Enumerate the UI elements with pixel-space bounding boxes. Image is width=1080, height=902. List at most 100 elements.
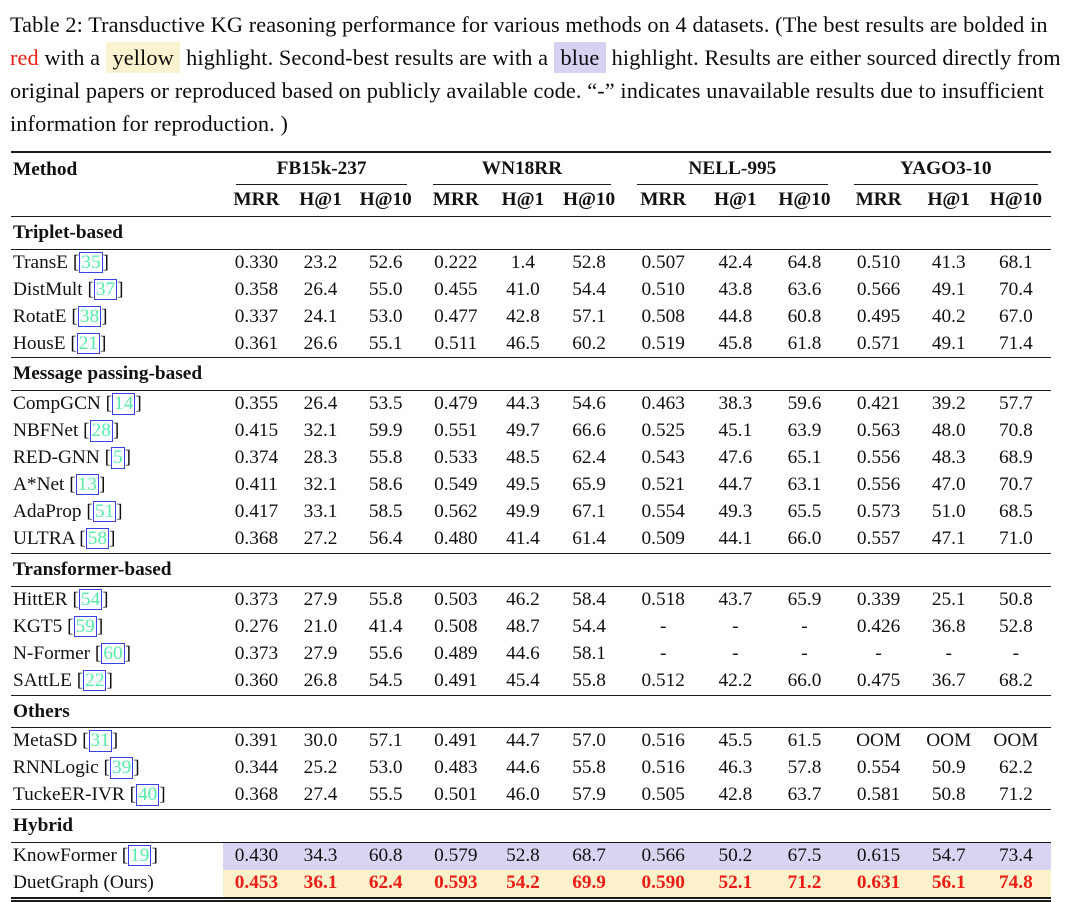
- value-cell: 26.4: [303, 278, 338, 300]
- citation-number[interactable]: 35: [79, 251, 103, 274]
- value-cell: 70.4: [999, 278, 1033, 300]
- value-cell: 0.501: [434, 784, 478, 806]
- value-cell: 71.2: [768, 870, 841, 900]
- citation-link[interactable]: [22]: [72, 669, 113, 691]
- citation-link[interactable]: [19]: [117, 845, 158, 867]
- value-cell: 0.505: [641, 784, 685, 806]
- value-cell: 69.9: [554, 870, 625, 900]
- value-cell: 0.426: [856, 615, 901, 637]
- citation-number[interactable]: 13: [75, 474, 99, 496]
- method-name: RNNLogic: [13, 757, 99, 779]
- value-cell: 0.579: [419, 842, 492, 871]
- citation-link[interactable]: [54]: [68, 588, 109, 611]
- citation-link[interactable]: [38]: [67, 305, 108, 327]
- value-cell: 0.373: [234, 642, 279, 664]
- value-cell: 58.4: [572, 588, 606, 610]
- citation-number[interactable]: 14: [112, 393, 136, 415]
- value-cell: 57.8: [787, 757, 822, 779]
- method-cell: DistMult [37]: [11, 277, 223, 304]
- value-cell: 67.1: [572, 501, 606, 523]
- citation-link[interactable]: [5]: [100, 447, 131, 469]
- citation-link[interactable]: [13]: [64, 474, 105, 496]
- value-cell: 0.360: [234, 669, 279, 691]
- citation-link[interactable]: [40]: [125, 784, 166, 806]
- value-cell: 62.4: [572, 447, 606, 469]
- citation-bracket: ]: [100, 332, 107, 354]
- citation-link[interactable]: [28]: [78, 420, 119, 442]
- section-title: Transformer-based: [11, 552, 1051, 587]
- method-name: ULTRA: [13, 527, 75, 549]
- value-cell: 0.551: [434, 420, 478, 442]
- citation-link[interactable]: [60]: [90, 642, 131, 664]
- citation-number[interactable]: 37: [93, 278, 118, 300]
- value-cell: 62.4: [351, 870, 420, 900]
- value-cell: 0.479: [434, 393, 478, 415]
- value-cell: 1.4: [510, 251, 535, 273]
- value-cell: 50.8: [931, 784, 966, 806]
- value-cell: 52.8: [572, 251, 606, 273]
- metric-header-h10: H@10: [562, 188, 616, 210]
- citation-number[interactable]: 51: [92, 501, 117, 523]
- value-cell: 34.3: [289, 842, 352, 871]
- method-name: NBFNet: [13, 420, 79, 442]
- citation-link[interactable]: [14]: [101, 393, 142, 415]
- value-cell: 56.4: [368, 527, 403, 549]
- value-cell: 0.411: [235, 474, 278, 496]
- citation-bracket: [: [64, 474, 76, 496]
- citation-link[interactable]: [51]: [82, 501, 123, 523]
- citation-link[interactable]: [58]: [74, 527, 115, 550]
- value-cell: 0.573: [856, 501, 901, 523]
- citation-number[interactable]: 22: [83, 669, 107, 691]
- value-cell: 46.2: [506, 588, 540, 610]
- method-name: MetaSD: [13, 730, 78, 752]
- citation-number[interactable]: 59: [73, 615, 97, 638]
- metric-header-h1: H@1: [714, 188, 757, 210]
- value-cell: 0.373: [234, 588, 279, 610]
- citation-bracket: [: [98, 757, 110, 779]
- value-cell: 65.9: [572, 474, 606, 496]
- citation-number[interactable]: 40: [136, 784, 160, 806]
- value-cell: 63.7: [787, 784, 822, 806]
- citation-link[interactable]: [37]: [82, 278, 124, 300]
- dataset-group-label: FB15k-237: [236, 157, 407, 185]
- value-cell: 27.2: [303, 527, 338, 549]
- value-cell: 59.9: [368, 420, 403, 442]
- dataset-group-label: WN18RR: [432, 157, 612, 185]
- value-cell: 55.6: [368, 642, 403, 664]
- value-cell: -: [660, 642, 667, 664]
- value-cell: 44.8: [718, 305, 753, 327]
- citation-number[interactable]: 39: [109, 757, 134, 779]
- caption-segment-yellow-hl: yellow: [105, 42, 181, 73]
- value-cell: 0.483: [434, 757, 478, 779]
- value-cell: 47.0: [931, 474, 966, 496]
- value-cell: 0.330: [234, 251, 279, 273]
- citation-number[interactable]: 19: [128, 845, 152, 867]
- value-cell: 46.3: [718, 757, 753, 779]
- citation-number[interactable]: 28: [89, 420, 113, 442]
- value-cell: 58.6: [368, 474, 403, 496]
- value-cell: 45.8: [718, 332, 753, 354]
- section-title: Others: [11, 694, 1051, 729]
- caption-segment: Table 2: Transductive KG reasoning perfo…: [10, 12, 1048, 37]
- value-cell: 58.1: [572, 642, 606, 664]
- citation-link[interactable]: [31]: [77, 730, 118, 752]
- citation-number[interactable]: 60: [101, 642, 125, 664]
- citation-number[interactable]: 21: [76, 332, 101, 354]
- citation-bracket: [: [82, 278, 94, 300]
- citation-number[interactable]: 5: [111, 447, 125, 469]
- citation-link[interactable]: [35]: [68, 251, 109, 274]
- value-cell: 0.518: [641, 588, 685, 610]
- citation-number[interactable]: 58: [85, 527, 109, 550]
- citation-number[interactable]: 38: [77, 305, 102, 327]
- citation-number[interactable]: 31: [88, 730, 112, 752]
- method-cell: DuetGraph (Ours): [11, 870, 223, 899]
- method-cell: RNNLogic [39]: [11, 755, 223, 782]
- citation-link[interactable]: [21]: [66, 332, 107, 354]
- method-name: HousE: [13, 332, 66, 354]
- dataset-group-header: WN18RR: [420, 152, 624, 185]
- citation-link[interactable]: [39]: [98, 757, 140, 779]
- citation-number[interactable]: 54: [78, 588, 103, 611]
- value-cell: 54.6: [572, 393, 606, 415]
- citation-link[interactable]: [59]: [62, 615, 103, 638]
- value-cell: 44.3: [506, 393, 540, 415]
